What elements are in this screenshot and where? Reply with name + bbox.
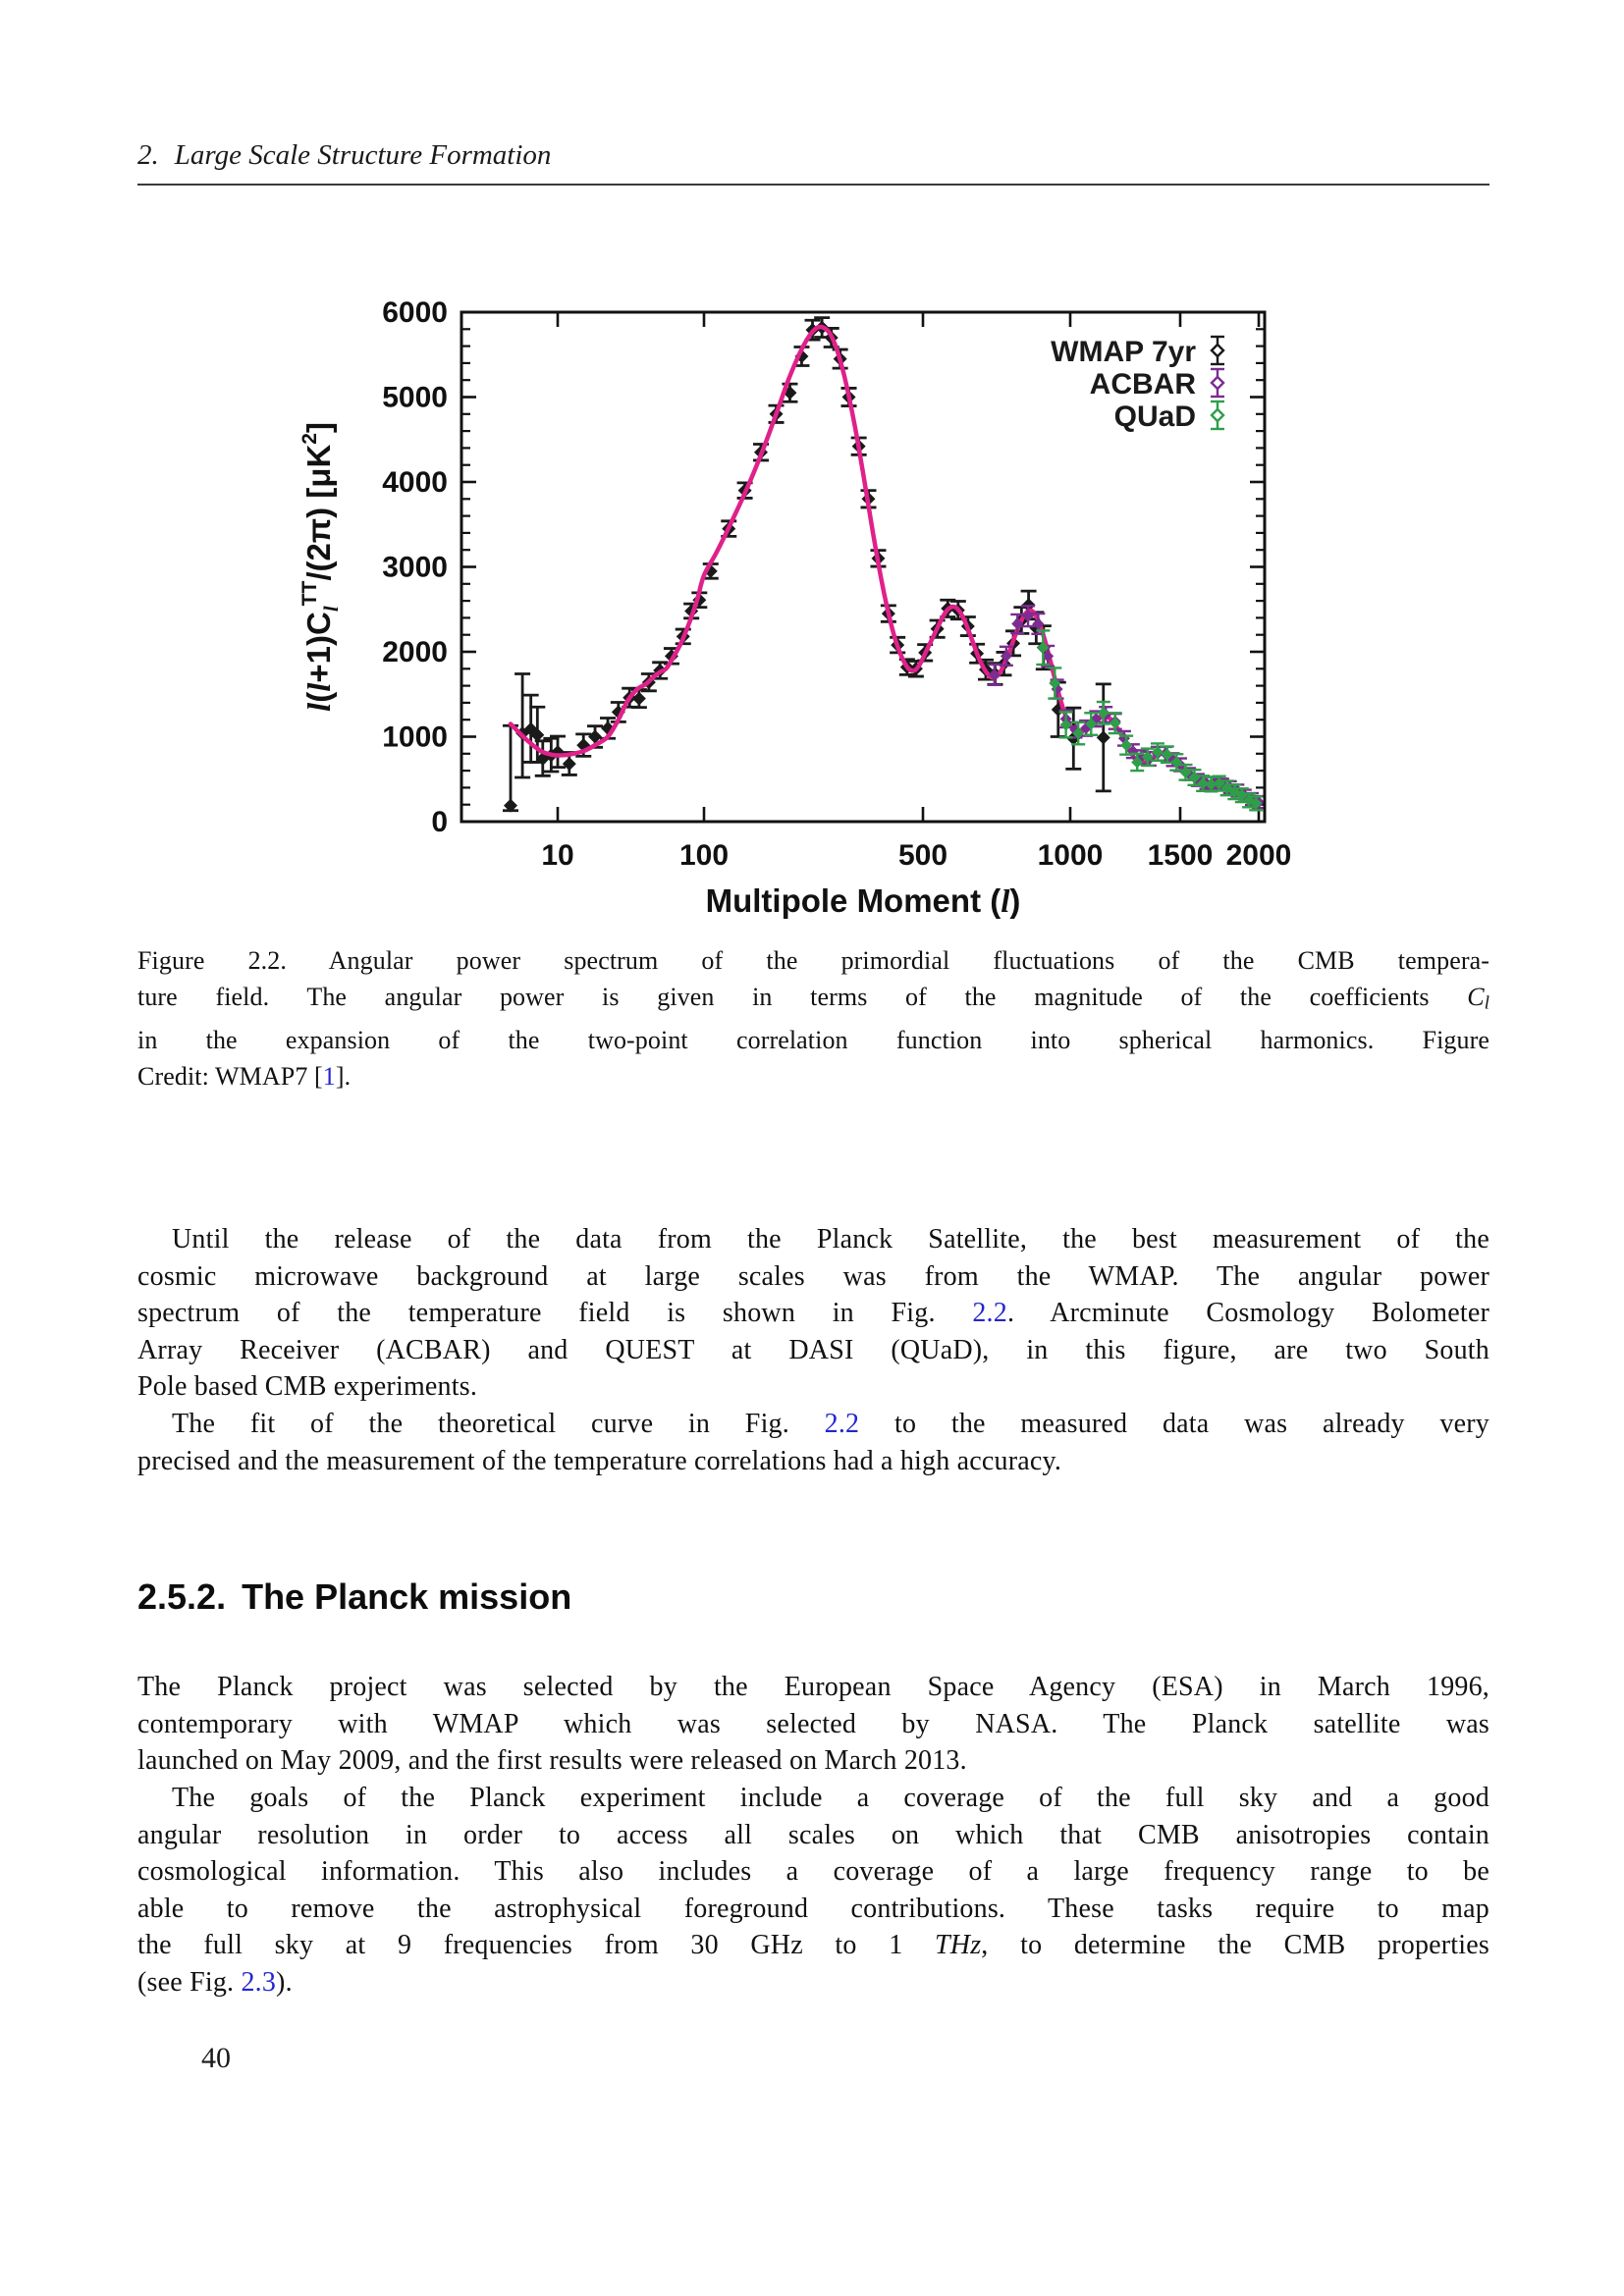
chapter-number: 2. — [137, 139, 159, 171]
legend-label: ACBAR — [1090, 368, 1197, 400]
text-line: contemporary with WMAP which was selecte… — [137, 1708, 1489, 1739]
reference-link[interactable]: 1 — [322, 1061, 336, 1091]
text-line: Figure 2.2. Angular power spectrum of th… — [137, 946, 1489, 975]
reference-link[interactable]: 2.2 — [824, 1409, 860, 1439]
y-tick-label: 6000 — [382, 296, 448, 329]
x-tick-label: 100 — [679, 839, 729, 872]
x-tick-label: 2000 — [1226, 839, 1292, 872]
y-tick-label: 2000 — [382, 636, 448, 668]
paragraph-fit-accuracy: The fit of the theoretical curve in Fig.… — [137, 1406, 1489, 1479]
page-number: 40 — [201, 2042, 231, 2074]
text-line: spectrum of the temperature field is sho… — [137, 1298, 1489, 1329]
x-tick-label: 1000 — [1038, 839, 1104, 872]
series-quad — [1036, 629, 1264, 812]
text-line: (see Fig. 2.3). — [137, 1966, 293, 1998]
text-line: Pole based CMB experiments. — [137, 1371, 478, 1403]
text-line: cosmological information. This also incl… — [137, 1856, 1489, 1888]
y-tick-label: 1000 — [382, 721, 448, 754]
text-line: cosmic microwave background at large sca… — [137, 1260, 1489, 1292]
y-tick-label: 3000 — [382, 552, 448, 584]
text-line: The Planck project was selected by the E… — [137, 1672, 1489, 1702]
paragraph-planck-selection: The Planck project was selected by the E… — [137, 1669, 1489, 1780]
legend-label: WMAP 7yr — [1051, 336, 1196, 368]
legend-label: QUaD — [1114, 400, 1196, 433]
y-axis-title: l(l+1)ClTT/(2π) [μK2] — [298, 422, 343, 712]
text-line: Credit: WMAP7 [1]. — [137, 1061, 352, 1091]
figure-caption: Figure 2.2. Angular power spectrum of th… — [137, 942, 1489, 1095]
y-tick-label: 5000 — [382, 382, 448, 414]
text-line: launched on May 2009, and the first resu… — [137, 1745, 967, 1777]
text-line: Until the release of the data from the P… — [172, 1224, 1489, 1255]
text-line: able to remove the astrophysical foregro… — [137, 1893, 1489, 1924]
axes: 0 1000 2000 3000 4000 5000 6000 10 100 500 1000 150… — [382, 296, 1291, 872]
text-line: The goals of the Planck experiment inclu… — [172, 1783, 1489, 1813]
chapter-title: Large Scale Structure Formation — [174, 139, 552, 171]
text-line: Array Receiver (ACBAR) and QUEST at DASI… — [137, 1334, 1489, 1365]
text-line: precised and the measurement of the temp… — [137, 1445, 1062, 1476]
y-tick-label: 4000 — [382, 466, 448, 499]
series-acbar — [987, 605, 1266, 810]
plot-frame — [460, 310, 1267, 824]
section-heading: 2.5.2. The Planck mission — [137, 1576, 1489, 1618]
paragraph-wmap-measurement: Until the release of the data from the P… — [137, 1221, 1489, 1406]
series-wmap-7yr — [503, 316, 1111, 813]
running-header: 2. Large Scale Structure Formation — [137, 139, 1489, 172]
text-line: the full sky at 9 frequencies from 30 GH… — [137, 1930, 1489, 1961]
reference-link[interactable]: 2.2 — [972, 1298, 1007, 1329]
text-line: The fit of the theoretical curve in Fig.… — [172, 1409, 1489, 1439]
reference-link[interactable]: 2.3 — [241, 1966, 277, 1998]
y-tick-label: 0 — [431, 806, 448, 838]
section-title: The Planck mission — [242, 1576, 572, 1617]
x-tick-label: 500 — [898, 839, 947, 872]
paragraph-planck-goals: The goals of the Planck experiment inclu… — [137, 1780, 1489, 2002]
header-rule — [137, 184, 1489, 186]
text-line: ture field. The angular power is given i… — [137, 983, 1489, 1014]
cmb-power-spectrum-figure: 0 1000 2000 3000 4000 5000 6000 10 100 500 1000 150… — [298, 296, 1291, 920]
x-axis-title: Multipole Moment (l) — [706, 882, 1021, 920]
text-line: in the expansion of the two-point correl… — [137, 1025, 1489, 1054]
text-line: angular resolution in order to access al… — [137, 1819, 1489, 1850]
x-tick-label: 1500 — [1148, 839, 1214, 872]
section-number: 2.5.2. — [137, 1576, 227, 1617]
x-tick-label: 10 — [541, 839, 573, 872]
